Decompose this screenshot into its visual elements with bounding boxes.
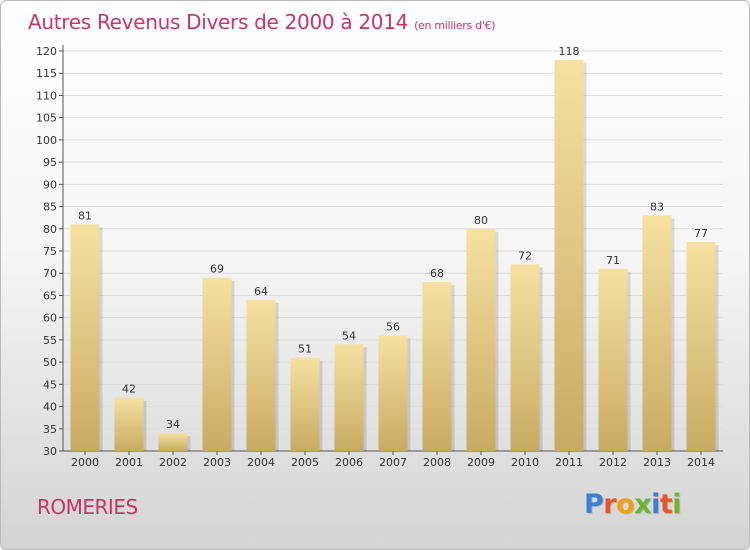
title-unit: (en milliers d'€) bbox=[414, 19, 496, 32]
y-tick-label: 115 bbox=[36, 67, 57, 80]
logo-letter: r bbox=[603, 489, 617, 520]
bar bbox=[290, 357, 320, 451]
bar bbox=[554, 59, 584, 452]
y-tick-label: 85 bbox=[43, 201, 57, 214]
x-tick-label: 2010 bbox=[511, 456, 539, 469]
data-label: 68 bbox=[430, 267, 444, 280]
y-tick-label: 30 bbox=[43, 445, 57, 458]
y-tick-label: 80 bbox=[43, 223, 57, 236]
bar bbox=[158, 433, 188, 451]
y-tick-label: 50 bbox=[43, 356, 57, 369]
y-tick-label: 70 bbox=[43, 267, 57, 280]
bar bbox=[246, 299, 276, 451]
y-tick-label: 55 bbox=[43, 334, 57, 347]
bar bbox=[70, 224, 100, 451]
y-tick-label: 90 bbox=[43, 178, 57, 191]
x-tick-label: 2005 bbox=[291, 456, 319, 469]
y-tick-label: 35 bbox=[43, 423, 57, 436]
y-tick-label: 40 bbox=[43, 401, 57, 414]
x-tick-label: 2007 bbox=[379, 456, 407, 469]
data-label: 80 bbox=[474, 214, 488, 227]
y-tick-label: 95 bbox=[43, 156, 57, 169]
y-tick-label: 65 bbox=[43, 289, 57, 302]
bar bbox=[378, 335, 408, 451]
bar bbox=[598, 268, 628, 451]
data-label: 54 bbox=[342, 329, 356, 342]
x-tick-label: 2014 bbox=[687, 456, 715, 469]
y-tick-label: 105 bbox=[36, 112, 57, 125]
logo-letter: i bbox=[672, 489, 682, 520]
logo-letter: i bbox=[651, 489, 660, 520]
logo-letter: x bbox=[634, 489, 652, 520]
x-tick-label: 2001 bbox=[115, 456, 143, 469]
x-tick-label: 2009 bbox=[467, 456, 495, 469]
bar bbox=[202, 277, 232, 451]
data-label: 118 bbox=[559, 45, 580, 58]
bar bbox=[642, 215, 672, 451]
y-tick-label: 110 bbox=[36, 89, 57, 102]
logo-letter: o bbox=[616, 489, 635, 520]
x-tick-label: 2000 bbox=[71, 456, 99, 469]
x-tick-label: 2006 bbox=[335, 456, 363, 469]
x-tick-label: 2008 bbox=[423, 456, 451, 469]
x-tick-label: 2011 bbox=[555, 456, 583, 469]
y-tick-label: 45 bbox=[43, 378, 57, 391]
data-label: 77 bbox=[694, 227, 708, 240]
x-tick-label: 2004 bbox=[247, 456, 275, 469]
bar bbox=[686, 242, 716, 451]
data-label: 81 bbox=[78, 209, 92, 222]
data-label: 72 bbox=[518, 249, 532, 262]
bar bbox=[466, 228, 496, 451]
bar bbox=[334, 344, 364, 451]
y-tick-label: 75 bbox=[43, 245, 57, 258]
x-tick-label: 2013 bbox=[643, 456, 671, 469]
data-label: 83 bbox=[650, 200, 664, 213]
x-tick-label: 2012 bbox=[599, 456, 627, 469]
logo-letter: t bbox=[659, 489, 673, 520]
bar bbox=[114, 397, 144, 451]
place-name: ROMERIES bbox=[37, 495, 138, 519]
y-tick-label: 60 bbox=[43, 312, 57, 325]
bar bbox=[422, 282, 452, 451]
title-text: Autres Revenus Divers de 2000 à 2014 bbox=[28, 10, 409, 34]
data-label: 56 bbox=[386, 320, 400, 333]
x-tick-label: 2002 bbox=[159, 456, 187, 469]
logo-letter: P bbox=[584, 489, 604, 520]
data-label: 42 bbox=[122, 383, 136, 396]
data-label: 64 bbox=[254, 285, 268, 298]
data-label: 51 bbox=[298, 343, 312, 356]
bar bbox=[510, 264, 540, 451]
chart-title: Autres Revenus Divers de 2000 à 2014 (en … bbox=[28, 10, 496, 34]
data-label: 69 bbox=[210, 263, 224, 276]
proxiti-logo: Proxiti bbox=[584, 489, 682, 520]
data-label: 34 bbox=[166, 418, 180, 431]
data-label: 71 bbox=[606, 254, 620, 267]
y-tick-label: 100 bbox=[36, 134, 57, 147]
y-tick-label: 120 bbox=[36, 45, 57, 58]
x-tick-label: 2003 bbox=[203, 456, 231, 469]
